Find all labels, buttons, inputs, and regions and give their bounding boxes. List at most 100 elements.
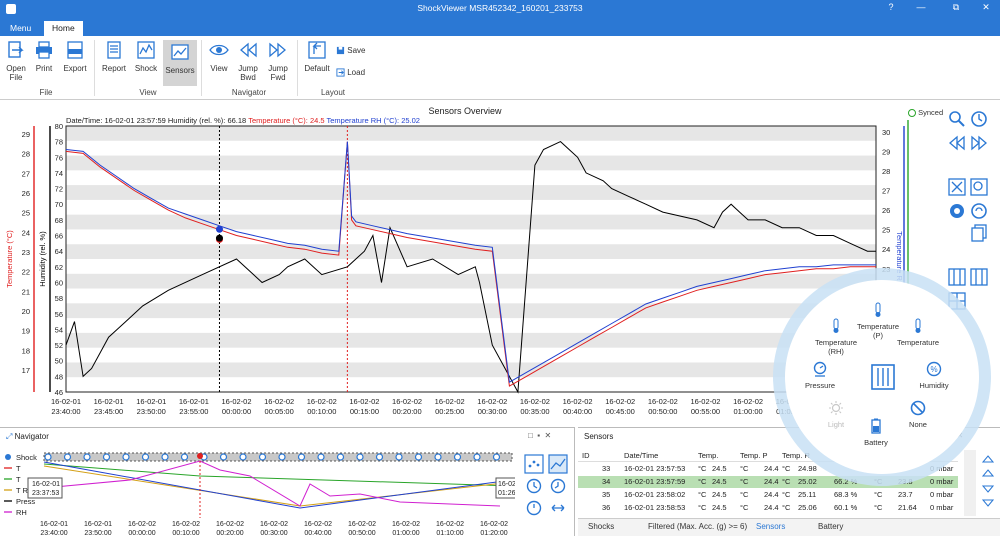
jump-forward-button[interactable]: Jump Fwd: [264, 40, 292, 82]
open-file-label: Open File: [6, 64, 26, 82]
tab-filtered[interactable]: Filtered (Max. Acc. (g) >= 6): [648, 522, 748, 531]
ribbon-separator: [201, 40, 202, 96]
close-button[interactable]: ✕: [982, 2, 990, 12]
radial-item-battery[interactable]: Battery: [851, 418, 901, 447]
zoom-reset-icon[interactable]: [970, 110, 988, 128]
tab-shocks[interactable]: Shocks: [588, 522, 615, 531]
arrow-down-icon[interactable]: [981, 496, 995, 508]
tab-menu[interactable]: Menu: [10, 23, 32, 33]
load-icon: [336, 68, 345, 77]
radial-item-none[interactable]: None: [893, 400, 943, 429]
shock-chart-icon: [137, 41, 155, 59]
table-cell: °C: [740, 477, 749, 486]
print-button[interactable]: Print: [32, 40, 56, 73]
radial-item-temperature-rh[interactable]: Temperature (RH): [811, 318, 861, 356]
fit-icon[interactable]: [948, 178, 966, 196]
restore-button[interactable]: ⧉: [952, 2, 960, 12]
x-tick-label: 23:45:00: [94, 407, 123, 416]
center-sensors-icon[interactable]: [871, 364, 895, 390]
nav-x-tick-label: 00:40:00: [304, 530, 331, 536]
radial-item-temperature[interactable]: Temperature: [893, 318, 943, 347]
radial-menu-body: [785, 280, 979, 474]
tab-sensors[interactable]: Sensors: [756, 522, 786, 531]
report-button[interactable]: Report: [100, 40, 128, 73]
arrow-up-icon[interactable]: [981, 454, 995, 466]
arrow-down-icon[interactable]: [981, 482, 995, 494]
table-row[interactable]: 36 16-02-01 23:58:53 °C 24.5 °C 24.4 °C 25.06 60…: [578, 502, 958, 514]
tab-home[interactable]: Home: [44, 21, 83, 36]
navigator-chart[interactable]: Shock TT T RH Press RH 16-02-01 23:37:53 16-02 0…: [0, 446, 515, 536]
header-datetime[interactable]: Date/Time: [624, 451, 659, 460]
expand-horizontal-icon[interactable]: [550, 500, 566, 516]
clock-icon[interactable]: [526, 500, 542, 516]
grid-band: [66, 273, 876, 289]
cursor-info-line: Date/Time: 16-02-01 23:57:59 Humidity (r…: [66, 116, 420, 125]
humidity-tick-label: 56: [55, 310, 63, 319]
header-temp-p[interactable]: Temp. P: [740, 451, 768, 460]
table-cell: 0 mbar: [930, 477, 954, 486]
arrow-up-icon[interactable]: [981, 468, 995, 480]
table-row[interactable]: 33 16-02-01 23:57:53 °C 24.5 °C 24.4 °C 24.98 0 …: [578, 463, 958, 475]
table-cell: 25.11: [798, 490, 817, 499]
scatter-view-icon[interactable]: [524, 454, 544, 474]
table-cell: °C: [782, 477, 791, 486]
layout-grid-icon[interactable]: [970, 268, 988, 286]
jump-backward-button[interactable]: Jump Bwd: [234, 40, 262, 82]
grid-band: [66, 244, 876, 259]
nav-view-button[interactable]: View: [206, 40, 232, 73]
x-tick-label: 16-02-02: [477, 397, 507, 406]
panel-controls[interactable]: □ ▪ ✕: [528, 431, 552, 440]
default-layout-button[interactable]: Default: [302, 40, 332, 73]
sensors-button[interactable]: Sensors: [163, 40, 197, 86]
layout-grid-icon[interactable]: [948, 268, 966, 286]
clock-icon[interactable]: [550, 478, 566, 494]
zoom-area-icon[interactable]: [970, 178, 988, 196]
radial-item-humidity[interactable]: % Humidity: [909, 361, 959, 390]
shock-marker: [258, 453, 267, 461]
humidity-tick-label: 66: [55, 232, 63, 241]
gauge-icon[interactable]: [948, 202, 966, 220]
header-id[interactable]: ID: [582, 451, 590, 460]
zoom-in-icon[interactable]: [948, 110, 966, 128]
nav-x-tick-label: 00:10:00: [172, 530, 199, 536]
step-right-icon[interactable]: [970, 134, 988, 152]
nav-x-tick-label: 00:20:00: [216, 530, 243, 536]
export-button[interactable]: Export: [60, 40, 90, 73]
step-left-icon[interactable]: [948, 134, 966, 152]
minimize-button[interactable]: —: [916, 2, 926, 12]
humidity-tick-label: 80: [55, 122, 63, 131]
series-line: [65, 141, 876, 394]
header-temp[interactable]: Temp.: [698, 451, 719, 460]
jump-forward-icon: [269, 42, 286, 58]
humidity-tick-label: 52: [55, 341, 63, 350]
sensors-overview-chart[interactable]: 29 28 27 26 25 24 23 22 21 20 19 18 17 80 78 76 74 72 70 68…: [0, 120, 940, 425]
shock-button[interactable]: Shock: [132, 40, 160, 73]
refresh-icon[interactable]: [970, 202, 988, 220]
table-cell: 21.64: [898, 503, 917, 512]
table-row[interactable]: 35 16-02-01 23:58:02 °C 24.5 °C 24.4 °C 25.11 68…: [578, 489, 958, 501]
header-temp-r[interactable]: Temp. R: [782, 451, 810, 460]
tab-battery[interactable]: Battery: [818, 522, 844, 531]
clock-icon[interactable]: [526, 478, 542, 494]
shock-marker: [219, 453, 228, 461]
line-view-icon[interactable]: [548, 454, 568, 474]
humidity-icon: %: [926, 361, 942, 377]
load-layout-button[interactable]: Load: [336, 68, 365, 77]
x-tick-label: 00:50:00: [648, 407, 677, 416]
cursor-marker-temperature-rh: [215, 225, 223, 233]
open-file-button[interactable]: Open File: [4, 40, 28, 82]
radial-item-temperature-p[interactable]: Temperature (P): [853, 302, 903, 340]
save-layout-button[interactable]: Save: [336, 46, 365, 55]
table-cell: 0 mbar: [930, 464, 954, 473]
humidity-axis-label: Humidity (rel. %): [38, 231, 47, 287]
table-cell: °C: [698, 503, 707, 512]
nav-x-tick-label: 16-02-01: [84, 521, 112, 528]
table-cell: °C: [874, 503, 883, 512]
help-button[interactable]: ?: [888, 2, 894, 12]
table-scrollbar[interactable]: [964, 450, 976, 516]
radial-item-pressure[interactable]: Pressure: [795, 361, 845, 390]
table-cell: 16-02-01 23:57:53: [624, 464, 686, 473]
x-tick-label: 00:10:00: [307, 407, 336, 416]
shock-marker: [161, 453, 169, 461]
copy-icon[interactable]: [970, 224, 988, 242]
